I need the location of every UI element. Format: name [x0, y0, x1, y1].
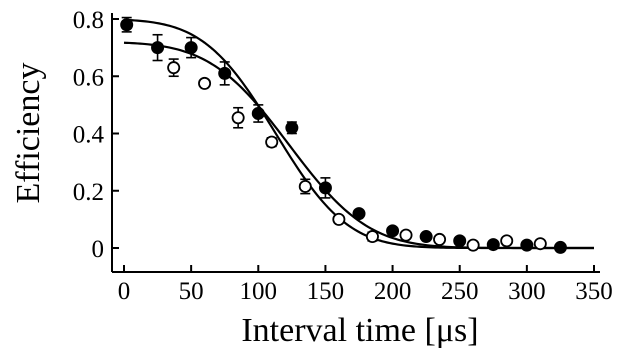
- filled-data-point: [419, 230, 433, 244]
- y-tick-label: 0: [92, 236, 105, 263]
- data-points: [120, 16, 567, 254]
- filled-data-point: [352, 207, 366, 221]
- x-tick-label: 300: [508, 278, 546, 305]
- open-data-point: [265, 135, 279, 149]
- open-data-point: [298, 179, 312, 193]
- x-tick-label: 100: [240, 278, 278, 305]
- open-data-point: [365, 230, 379, 244]
- filled-data-point: [151, 41, 165, 55]
- filled-data-point: [251, 106, 265, 120]
- y-tick-label: 0.4: [73, 122, 105, 149]
- y-tick-label: 0.2: [73, 179, 104, 206]
- filled-data-point: [453, 234, 467, 248]
- x-tick-label: 250: [441, 278, 479, 305]
- y-tick-label: 0.6: [73, 64, 104, 91]
- axes: 0 50 100 150 200 250 300 350 0 0.2 0.4 0.6 0.8: [73, 7, 613, 305]
- filled-data-point: [184, 41, 198, 55]
- x-tick-label: 150: [307, 278, 345, 305]
- x-tick-label: 50: [179, 278, 204, 305]
- filled-data-point: [386, 224, 400, 238]
- x-tick-label: 200: [374, 278, 412, 305]
- open-data-point: [533, 237, 547, 251]
- filled-data-point: [318, 181, 332, 195]
- open-data-point: [167, 61, 181, 75]
- filled-data-point: [553, 240, 567, 254]
- filled-data-point: [520, 238, 534, 252]
- filled-data-point: [486, 238, 500, 252]
- open-data-point: [231, 111, 245, 125]
- open-data-point: [466, 238, 480, 252]
- fit-curve-2: [123, 41, 594, 250]
- y-tick-label: 0.8: [73, 7, 104, 34]
- filled-data-point: [218, 66, 232, 80]
- y-axis-title: Efficiency: [10, 63, 47, 204]
- open-data-point: [500, 234, 514, 248]
- open-data-point: [198, 76, 212, 90]
- x-axis-title: Interval time [μs]: [241, 312, 478, 349]
- open-data-point: [433, 232, 447, 246]
- x-tick-label: 350: [575, 278, 613, 305]
- open-data-point: [399, 228, 413, 242]
- filled-data-point: [120, 18, 134, 32]
- filled-data-point: [285, 121, 299, 135]
- open-data-point: [332, 212, 346, 226]
- fit-curves: [123, 18, 594, 250]
- x-tick-label: 0: [118, 278, 131, 305]
